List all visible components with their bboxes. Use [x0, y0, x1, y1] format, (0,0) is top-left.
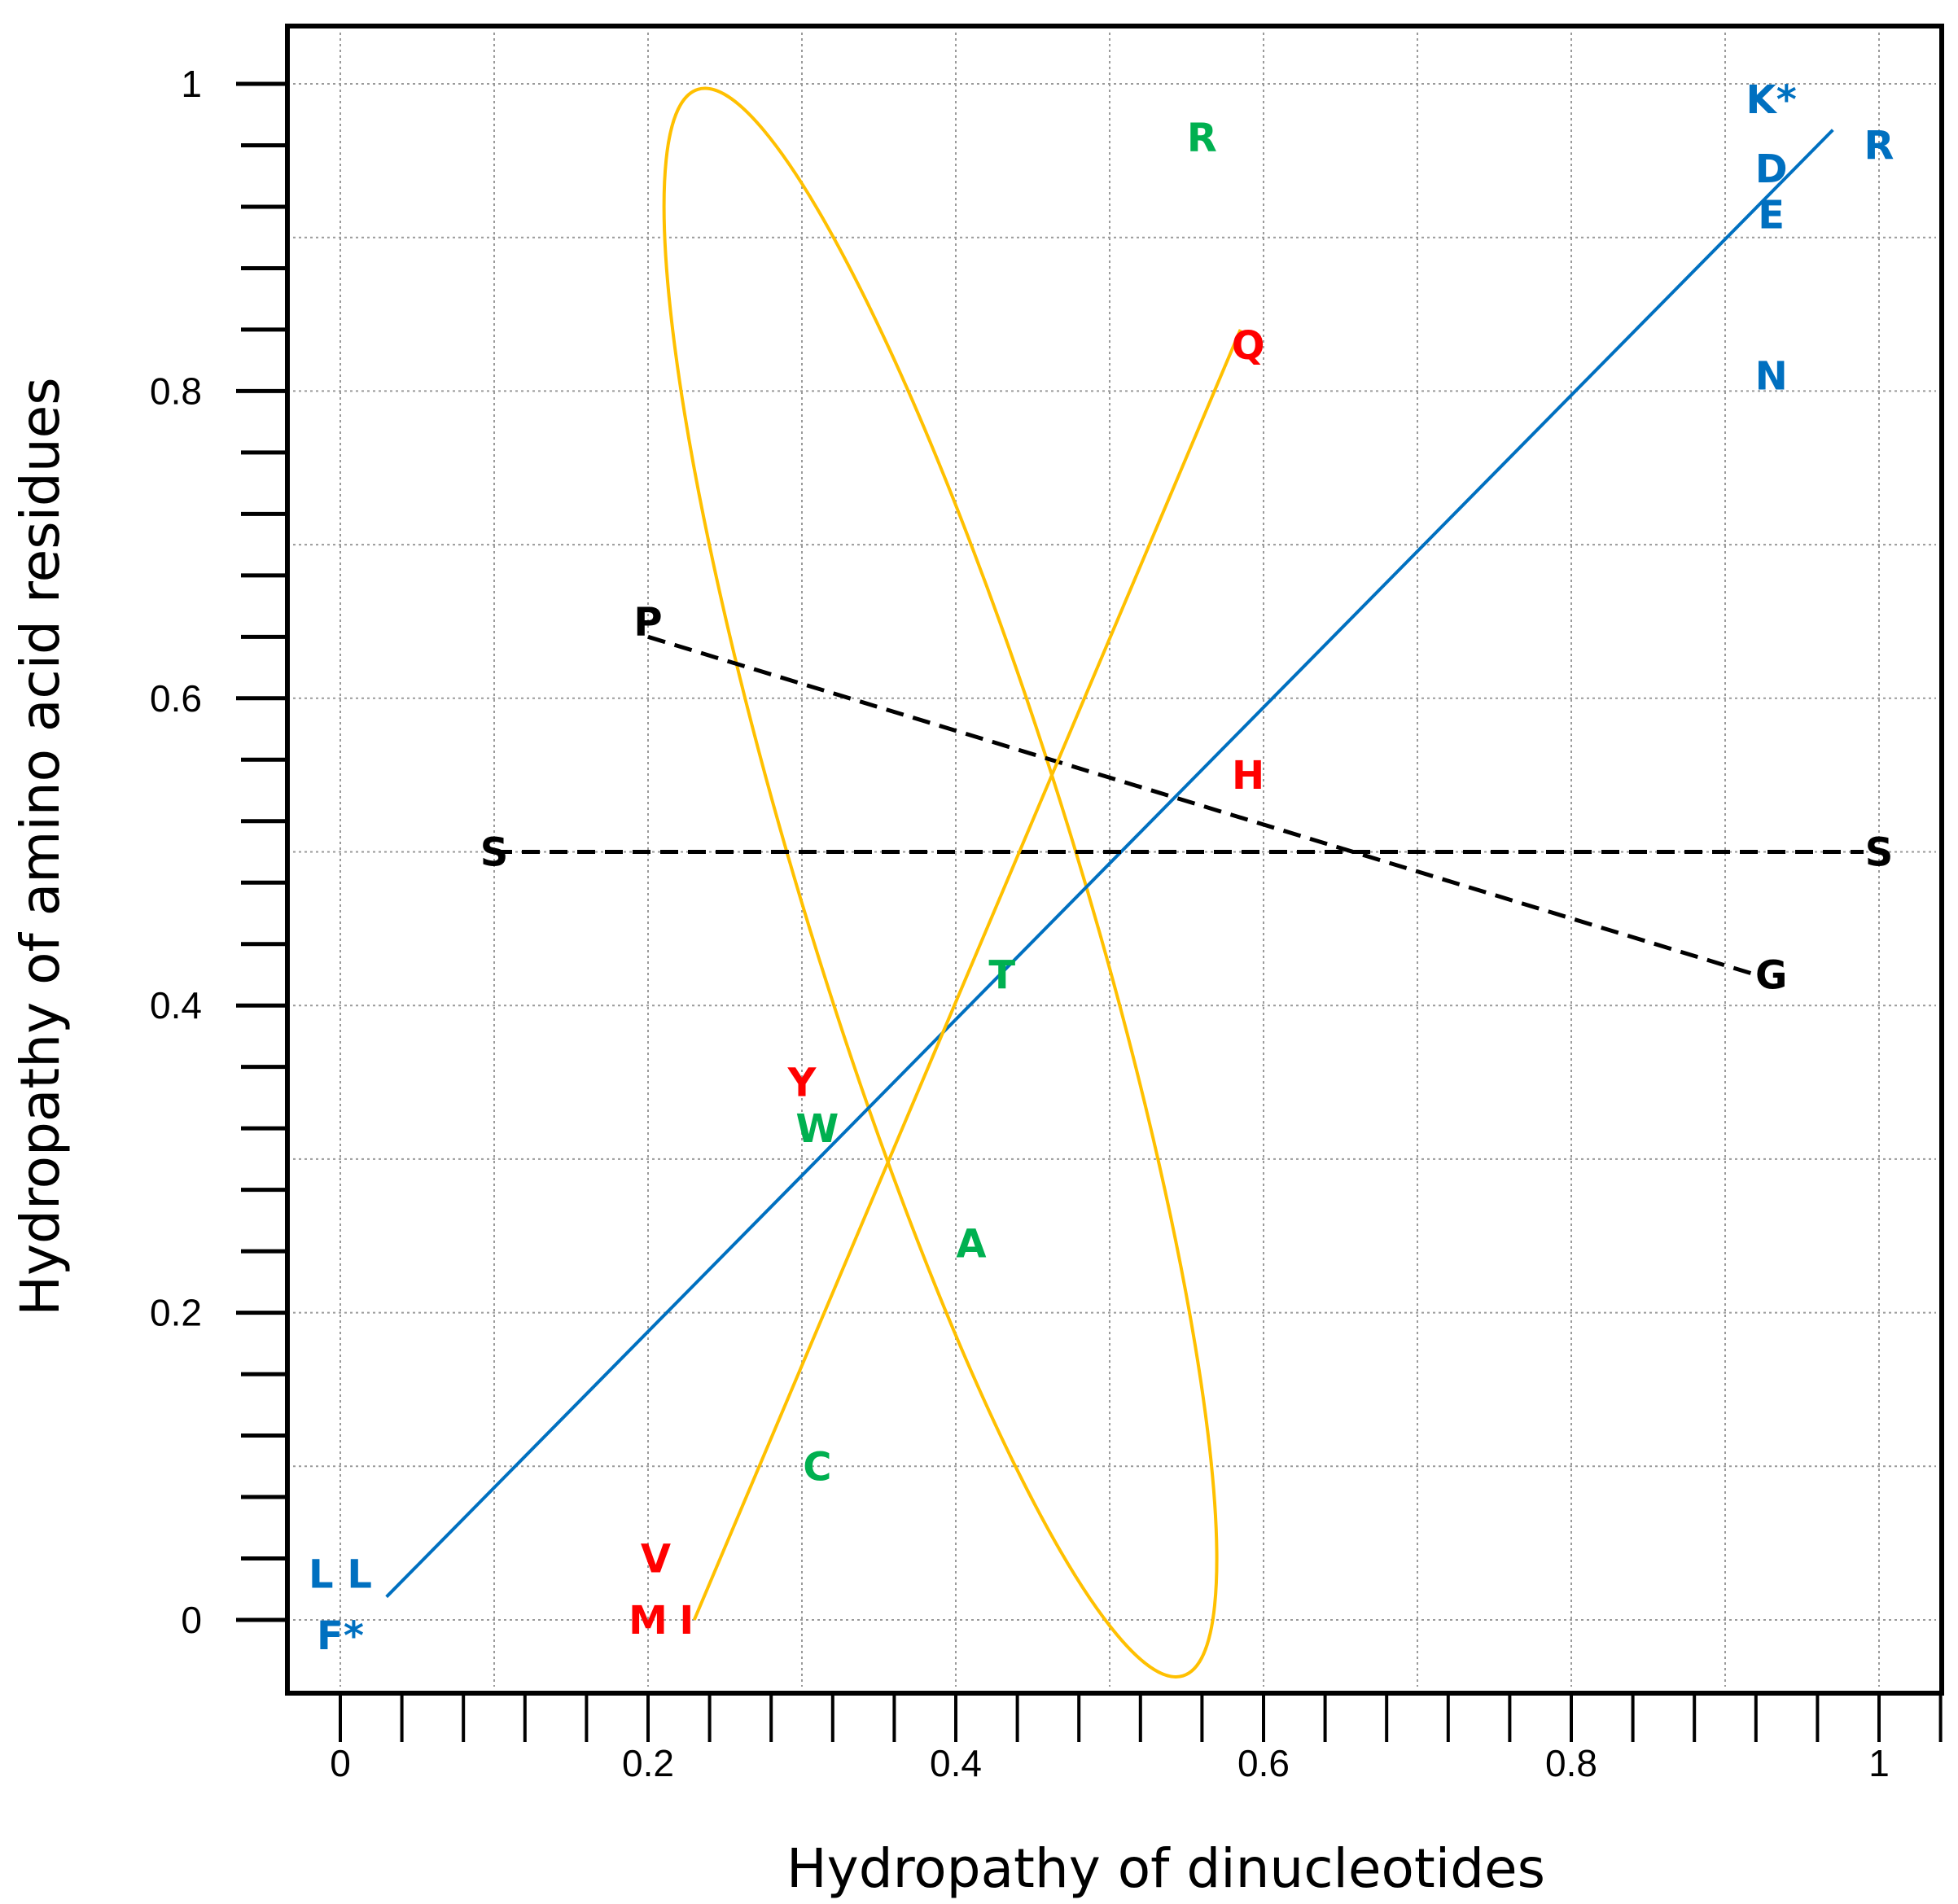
x-tick-label: 0: [330, 1742, 351, 1784]
y-tick-label: 1: [181, 63, 202, 105]
point-label: S: [480, 830, 509, 876]
point-label: D: [1755, 147, 1788, 192]
point-label: H: [1232, 753, 1264, 799]
point-label: K*: [1746, 77, 1797, 123]
point-label: S: [1865, 830, 1894, 876]
point-label: I: [679, 1598, 694, 1644]
x-tick-label: 1: [1868, 1742, 1890, 1784]
series-layer: [385, 86, 1864, 1679]
point-label: A: [956, 1222, 986, 1267]
x-axis-title: Hydropathy of dinucleotides: [786, 1837, 1545, 1900]
x-tick-label: 0.2: [622, 1742, 674, 1784]
label-layer: L L F* M IV C A WY T H S S P G Q R N ED K* R: [309, 77, 1894, 1659]
x-tick-label: 0.4: [930, 1742, 982, 1784]
line-regression: [385, 129, 1834, 1599]
point-label: R: [1864, 123, 1894, 169]
cluster-ellipse: [662, 86, 1219, 1679]
x-tick-label: 0.8: [1545, 1742, 1597, 1784]
point-label: W: [795, 1106, 839, 1152]
x-tick-label: 0.6: [1237, 1742, 1290, 1784]
point-label: Y: [787, 1061, 817, 1106]
line-M-Q: [692, 329, 1242, 1621]
point-label: V: [641, 1537, 671, 1582]
y-tick-label: 0.6: [150, 677, 202, 720]
y-axis-title: Hydropathy of amino acid residues: [9, 377, 72, 1315]
point-label: Q: [1232, 323, 1265, 369]
point-label: F*: [317, 1613, 364, 1659]
point-label: C: [803, 1444, 831, 1490]
grid-layer: [293, 33, 1936, 1687]
point-label: M: [629, 1598, 668, 1644]
y-tick-label: 0.8: [150, 370, 202, 412]
point-label: E: [1758, 192, 1785, 238]
point-label: P: [633, 599, 662, 645]
tick-layer: 0 0.2 0.4 0.6 0.8 1 0 0.2 0.4 0.6 0.8 1: [150, 63, 1943, 1784]
point-label: G: [1755, 952, 1787, 998]
line-P-G: [647, 634, 1757, 977]
plot-frame: [285, 24, 1944, 1696]
y-tick-label: 0.4: [150, 984, 202, 1026]
point-label: T: [988, 952, 1015, 998]
y-tick-label: 0.2: [150, 1292, 202, 1334]
y-tick-label: 0: [181, 1599, 202, 1641]
point-label: L L: [309, 1552, 372, 1597]
point-label: R: [1187, 116, 1217, 161]
point-label: N: [1755, 354, 1788, 400]
